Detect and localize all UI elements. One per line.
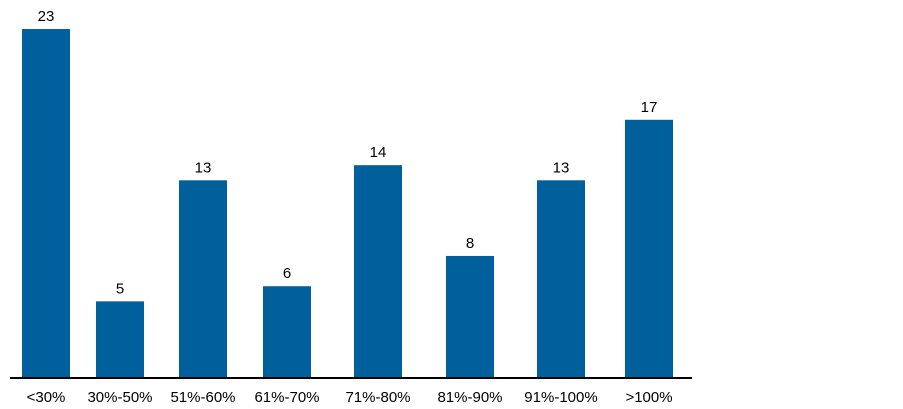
bar-3 (263, 286, 311, 377)
bar-0 (22, 29, 70, 377)
bars-group (22, 29, 673, 378)
x-tick-label-2: 51%-60% (170, 389, 235, 406)
x-tick-label-1: 30%-50% (87, 389, 152, 406)
x-tick-label-3: 61%-70% (254, 389, 319, 406)
value-label-0: 23 (38, 8, 55, 25)
bar-4 (354, 165, 402, 377)
value-label-7: 17 (641, 99, 658, 116)
bar-6 (537, 180, 585, 377)
x-tick-label-5: 81%-90% (437, 389, 502, 406)
bar-7 (625, 119, 673, 378)
bar-5 (446, 255, 494, 377)
bar-1 (96, 301, 144, 377)
value-label-5: 8 (466, 235, 474, 252)
value-label-1: 5 (116, 280, 124, 297)
value-label-2: 13 (195, 159, 212, 176)
x-tick-label-6: 91%-100% (524, 389, 597, 406)
value-label-4: 14 (370, 144, 387, 161)
value-labels-group: 23 5 13 6 14 8 13 17 (38, 8, 658, 297)
value-label-6: 13 (553, 159, 570, 176)
x-tick-label-7: >100% (625, 389, 672, 406)
value-label-3: 6 (283, 265, 291, 282)
x-tick-labels-group: <30% 30%-50% 51%-60% 61%-70% 71%-80% 81%-90% 9… (27, 389, 673, 406)
bar-2 (179, 180, 227, 377)
x-tick-label-0: <30% (27, 389, 66, 406)
x-tick-label-4: 71%-80% (345, 389, 410, 406)
